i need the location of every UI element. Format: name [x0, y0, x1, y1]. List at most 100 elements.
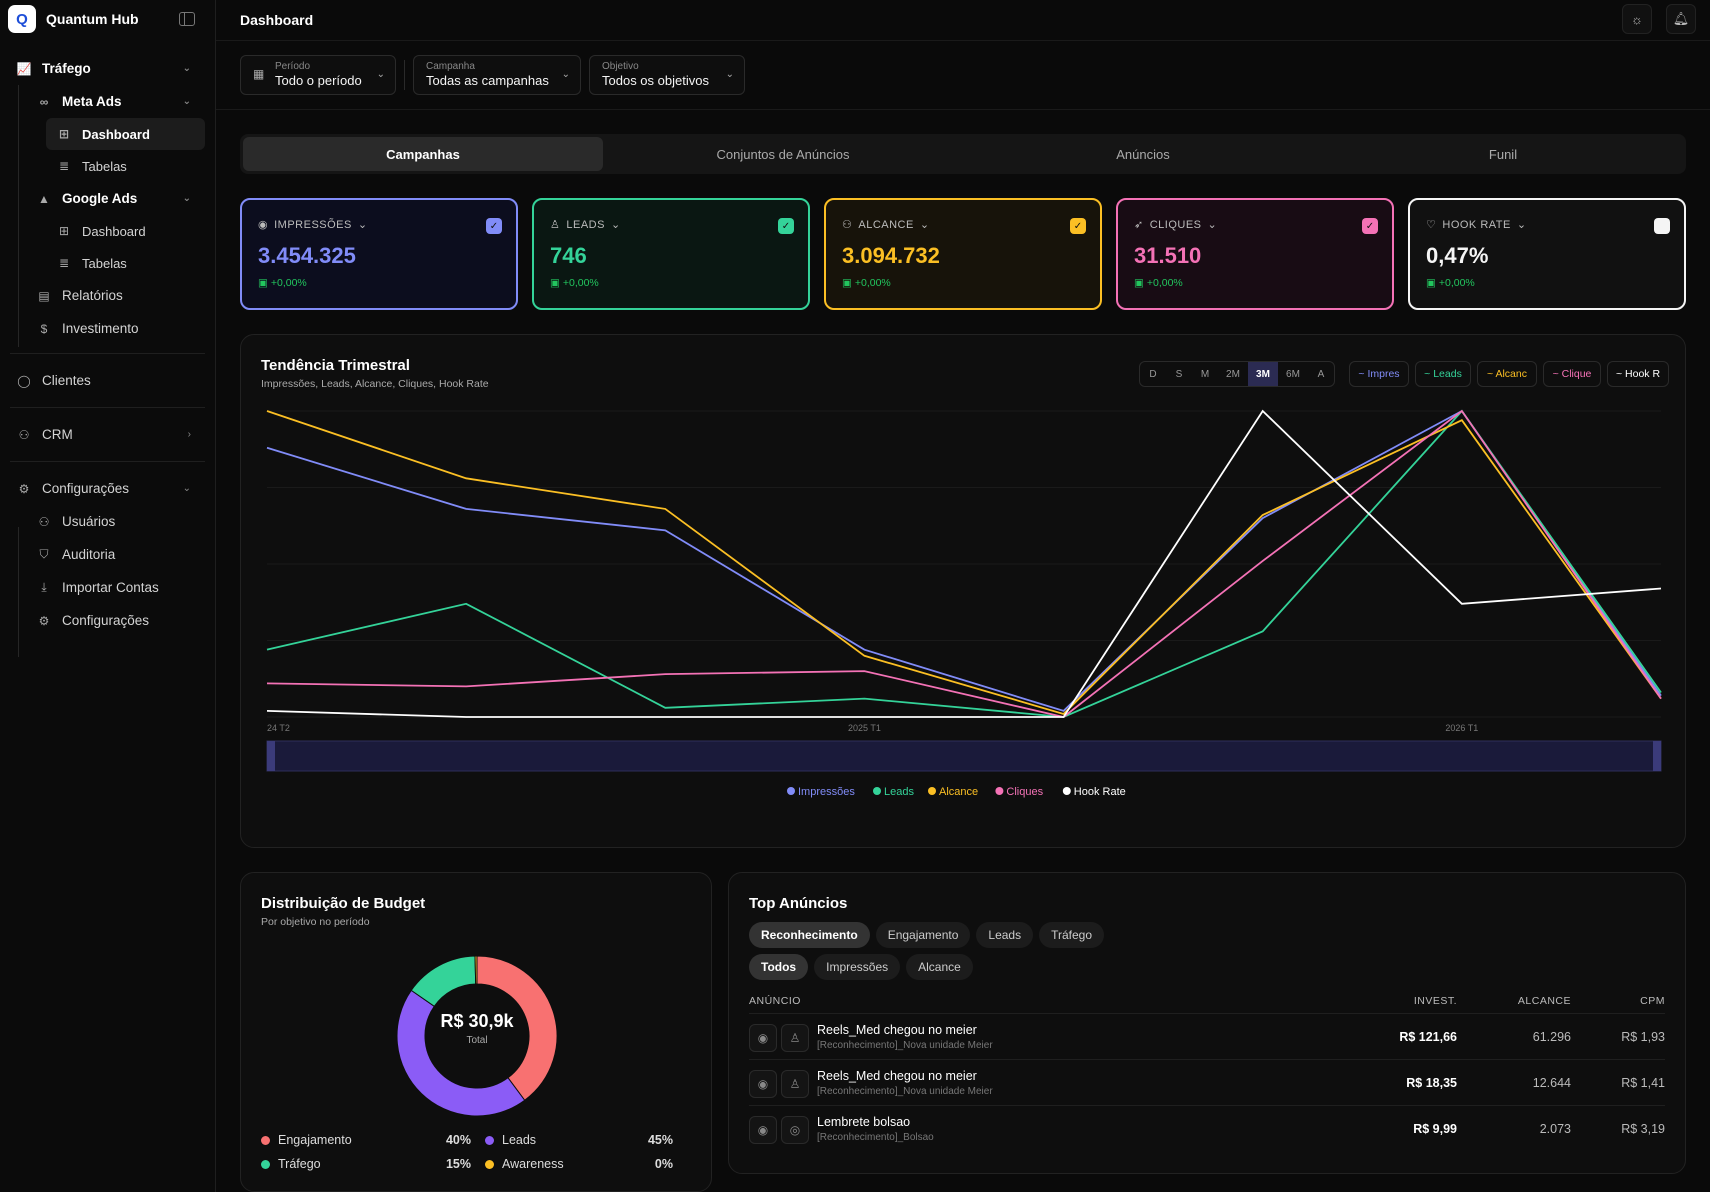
range-m[interactable]: M	[1200, 368, 1210, 380]
col-header-invest[interactable]: INVEST.	[1413, 995, 1457, 1007]
legend-label[interactable]: Impressões	[798, 786, 855, 798]
gear-icon: ⚙	[18, 481, 30, 496]
preview-button[interactable]: ◉	[749, 1116, 777, 1144]
toggle-cliques[interactable]: ~ Clique	[1543, 361, 1601, 387]
range-2m[interactable]: 2M	[1226, 368, 1240, 380]
filter-bar: ▦ Período Todo o período ⌄ Campanha Toda…	[216, 40, 1710, 110]
legend-dot	[995, 787, 1004, 795]
legend-label[interactable]: Alcance	[939, 786, 978, 798]
legend-dot	[485, 1159, 494, 1169]
range-brush[interactable]	[266, 740, 1662, 772]
sidebar-item-relatorios[interactable]: ▤ Relatórios	[10, 279, 205, 312]
sidebar-item-importar[interactable]: ⤓ Importar Contas	[10, 571, 205, 604]
tab-campanhas[interactable]: Campanhas	[243, 137, 603, 171]
col-header-cpm[interactable]: CPM	[1640, 995, 1665, 1007]
sidebar-item-google-tabelas[interactable]: ≣ Tabelas	[10, 247, 205, 279]
trend-icon: ▣	[842, 277, 855, 289]
legend-trafego: Tráfego	[261, 1157, 321, 1171]
donut-slice-engajamento[interactable]	[476, 955, 558, 1101]
table-row[interactable]: ◉ ♙ Reels_Med chegou no meier [Reconheci…	[749, 1059, 1665, 1105]
legend-label[interactable]: Cliques	[1006, 786, 1043, 798]
kpi-checkbox[interactable]: ✓	[1362, 218, 1378, 234]
kpi-checkbox[interactable]: ✓	[1070, 218, 1086, 234]
sidebar-item-meta-dashboard[interactable]: ⊞ Dashboard	[46, 118, 205, 150]
brush-handle-right[interactable]	[1653, 741, 1661, 771]
sidebar-item-meta-tabelas[interactable]: ≣ Tabelas	[10, 150, 205, 182]
legend-label[interactable]: Hook Rate	[1074, 786, 1126, 798]
sidebar-item-configuracoes[interactable]: ⚙ Configurações ⌄	[10, 472, 205, 505]
divider	[10, 353, 205, 354]
table-row[interactable]: ◉ ◎ Lembrete bolsao [Reconhecimento]_Bol…	[749, 1105, 1665, 1151]
kpi-card-impressoes[interactable]: ◉ IMPRESSÕES ⌄ 3.454.325 ▣ +0,00% ✓	[240, 198, 518, 310]
preview-button[interactable]: ◉	[749, 1024, 777, 1052]
pill-todos[interactable]: Todos	[749, 954, 809, 980]
top-ads-title: Top Anúncios	[749, 895, 848, 912]
legend-awareness: Awareness	[485, 1157, 564, 1171]
view-button[interactable]: ◎	[781, 1116, 809, 1144]
pill-impressoes[interactable]: Impressões	[814, 954, 901, 980]
pill-leads[interactable]: Leads	[976, 922, 1034, 948]
sidebar-item-usuarios[interactable]: ⚇ Usuários	[10, 505, 205, 538]
ad-invest: R$ 121,66	[1399, 1030, 1457, 1044]
sidebar: Q Quantum Hub 📈 Tráfego ⌄ ∞ Meta Ads ⌄ ⊞ Dash…	[0, 0, 216, 1192]
toggle-hook-rate[interactable]: ~ Hook R	[1607, 361, 1669, 387]
toggle-leads[interactable]: ~ Leads	[1415, 361, 1471, 387]
sidebar-toggle-icon[interactable]	[179, 12, 195, 26]
kpi-card-cliques[interactable]: ➶ CLIQUES ⌄ 31.510 ▣ +0,00% ✓	[1116, 198, 1394, 310]
kpi-card-hook-rate[interactable]: ♡ HOOK RATE ⌄ 0,47% ▣ +0,00%	[1408, 198, 1686, 310]
objective-filter[interactable]: Objetivo Todos os objetivos ⌄	[589, 55, 745, 95]
period-filter[interactable]: ▦ Período Todo o período ⌄	[240, 55, 396, 95]
col-header-reach[interactable]: ALCANCE	[1517, 995, 1571, 1007]
notifications-button[interactable]: 🔔︎	[1666, 4, 1696, 34]
campaign-filter[interactable]: Campanha Todas as campanhas ⌄	[413, 55, 581, 95]
sidebar-item-google-ads[interactable]: ▲ Google Ads ⌄	[10, 182, 205, 215]
tab-conjuntos[interactable]: Conjuntos de Anúncios	[716, 146, 850, 162]
database-icon: ≣	[58, 159, 70, 173]
toggle-alcance[interactable]: ~ Alcanc	[1477, 361, 1537, 387]
toggle-impressoes[interactable]: ~ Impres	[1349, 361, 1409, 387]
metric-pills: Todos Impressões Alcance	[749, 954, 1665, 980]
pill-alcance[interactable]: Alcance	[906, 954, 973, 980]
chevron-down-icon: ⌄	[919, 219, 930, 231]
legend-label[interactable]: Leads	[884, 786, 914, 798]
range-6m[interactable]: 6M	[1286, 368, 1300, 380]
range-s[interactable]: S	[1175, 368, 1183, 380]
pill-reconhecimento[interactable]: Reconhecimento	[749, 922, 870, 948]
range-3m[interactable]: 3M	[1248, 362, 1278, 386]
theme-toggle-button[interactable]: ☼	[1622, 4, 1652, 34]
kpi-checkbox[interactable]	[1654, 218, 1670, 234]
audience-button[interactable]: ♙	[781, 1070, 809, 1098]
top-ads-card: Top Anúncios Reconhecimento Engajamento Le…	[728, 872, 1686, 1174]
divider	[10, 461, 205, 462]
sidebar-item-investimento[interactable]: $ Investimento	[10, 312, 205, 345]
col-header-ad[interactable]: ANÚNCIO	[749, 995, 801, 1007]
donut-slice-awareness[interactable]	[474, 955, 478, 985]
range-d[interactable]: D	[1149, 368, 1157, 380]
donut-slice-leads[interactable]	[396, 989, 526, 1117]
audience-button[interactable]: ♙	[781, 1024, 809, 1052]
range-a[interactable]: A	[1317, 368, 1325, 380]
sidebar-item-config-sub[interactable]: ⚙ Configurações	[10, 604, 205, 637]
sidebar-item-google-dashboard[interactable]: ⊞ Dashboard	[10, 215, 205, 247]
sidebar-item-trafego[interactable]: 📈 Tráfego ⌄	[16, 61, 191, 76]
kpi-card-alcance[interactable]: ⚇ ALCANCE ⌄ 3.094.732 ▣ +0,00% ✓	[824, 198, 1102, 310]
kpi-card-leads[interactable]: ♙ LEADS ⌄ 746 ▣ +0,00% ✓	[532, 198, 810, 310]
pill-trafego[interactable]: Tráfego	[1039, 922, 1105, 948]
pill-engajamento[interactable]: Engajamento	[875, 922, 971, 948]
kpi-checkbox[interactable]: ✓	[486, 218, 502, 234]
chart-icon: 📈	[16, 61, 32, 76]
trend-chart: 24 T2 2025 T1 2026 T1 Impressões Leads Alcanc…	[266, 409, 1662, 798]
sidebar-item-auditoria[interactable]: ⛉ Auditoria	[10, 538, 205, 571]
kpi-row: ◉ IMPRESSÕES ⌄ 3.454.325 ▣ +0,00% ✓ ♙ LEADS…	[240, 198, 1686, 310]
tab-anuncios[interactable]: Anúncios	[1116, 146, 1170, 162]
preview-button[interactable]: ◉	[749, 1070, 777, 1098]
brush-handle-left[interactable]	[267, 741, 275, 771]
kpi-checkbox[interactable]: ✓	[778, 218, 794, 234]
sidebar-item-clientes[interactable]: ◯ Clientes	[17, 373, 91, 388]
ad-reach: 12.644	[1532, 1076, 1571, 1090]
sidebar-item-meta-ads[interactable]: ∞ Meta Ads ⌄	[10, 85, 205, 118]
sidebar-item-crm[interactable]: ⚇ CRM ›	[10, 418, 205, 451]
users-icon: ⚇	[18, 427, 30, 442]
tab-funil[interactable]: Funil	[1488, 146, 1518, 162]
table-row[interactable]: ◉ ♙ Reels_Med chegou no meier [Reconheci…	[749, 1013, 1665, 1059]
